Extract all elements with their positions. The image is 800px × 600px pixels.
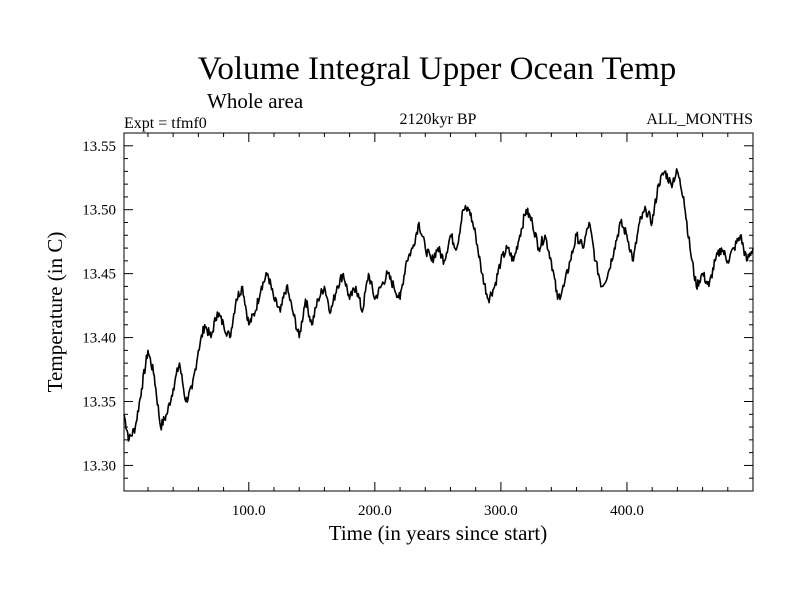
y-tick-label: 13.40 — [82, 331, 116, 347]
chart-subtitle: Whole area — [207, 89, 304, 113]
x-axis-label: Time (in years since start) — [329, 521, 548, 545]
x-tick-label: 100.0 — [232, 503, 266, 519]
series-line-temperature — [123, 168, 754, 442]
period-label: 2120kyr BP — [400, 111, 477, 128]
y-tick-label: 13.45 — [82, 267, 116, 283]
x-tick-label: 200.0 — [358, 503, 392, 519]
y-axis-label: Temperature (in C) — [43, 232, 67, 393]
y-axis-ticks — [124, 145, 753, 479]
y-tick-label: 13.50 — [82, 203, 116, 219]
x-tick-label: 400.0 — [610, 503, 644, 519]
x-axis-tick-labels: 100.0 200.0 300.0 400.0 — [232, 503, 644, 519]
y-tick-label: 13.55 — [82, 139, 116, 155]
y-axis-tick-labels: 13.30 13.35 13.40 13.45 13.50 13.55 — [82, 139, 116, 475]
y-tick-label: 13.30 — [82, 458, 116, 474]
months-label: ALL_MONTHS — [646, 111, 753, 128]
experiment-label: Expt = tfmf0 — [124, 115, 207, 132]
x-axis-ticks — [147, 133, 729, 491]
x-tick-label: 300.0 — [484, 503, 518, 519]
chart-title: Volume Integral Upper Ocean Temp — [198, 51, 676, 87]
y-tick-label: 13.35 — [82, 395, 116, 411]
